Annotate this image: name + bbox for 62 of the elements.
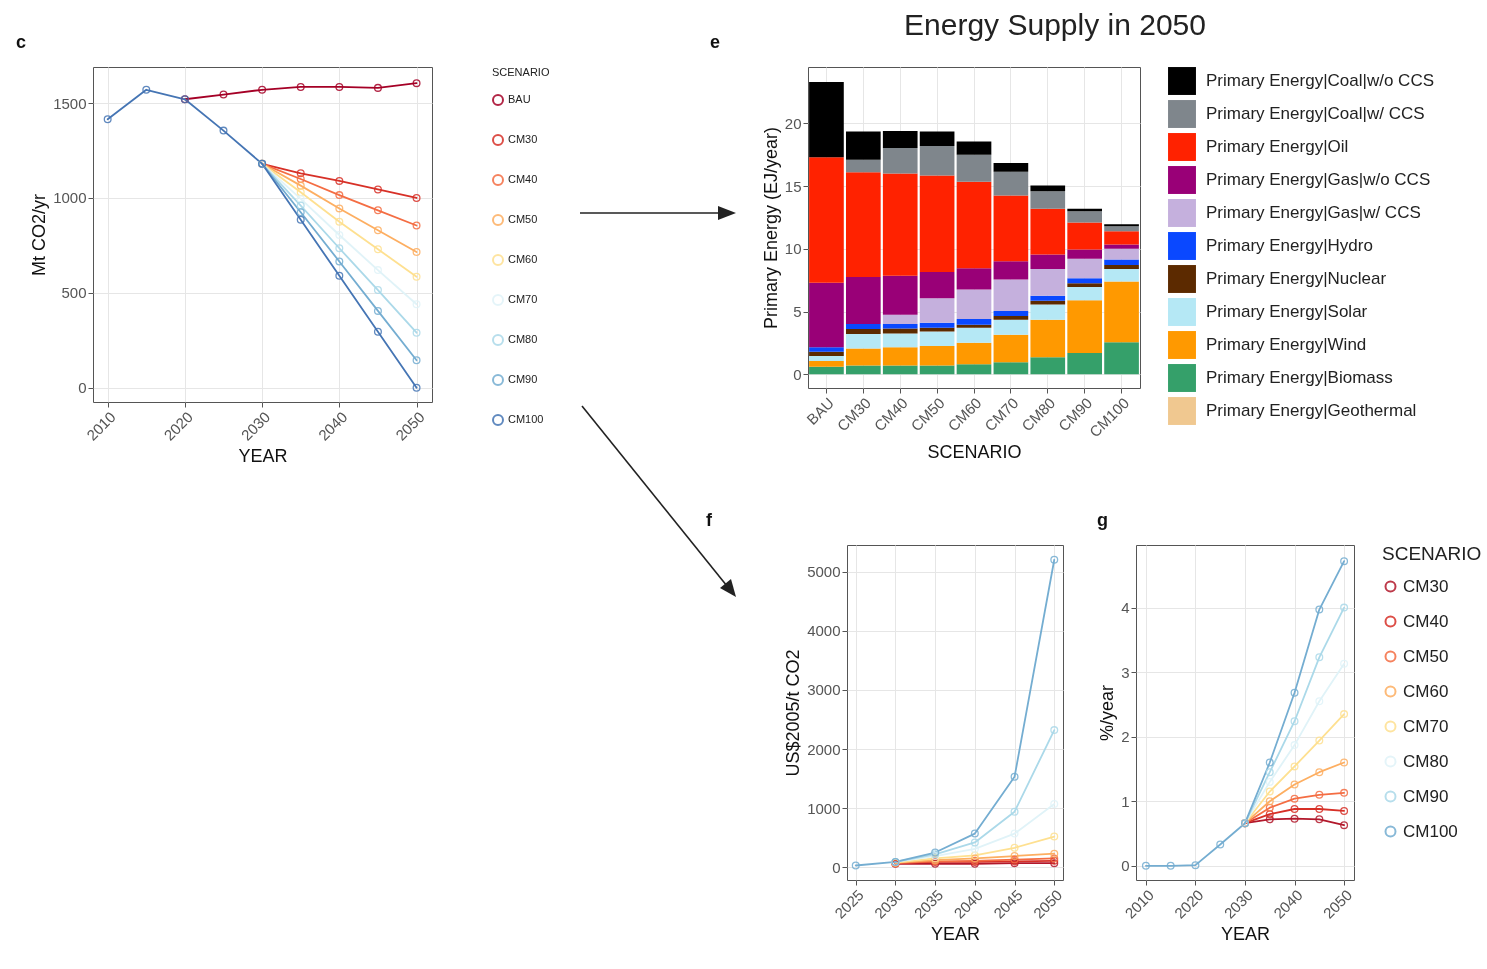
legend-label: CM50 bbox=[1403, 646, 1449, 666]
y-tick-label: 10 bbox=[784, 240, 802, 258]
y-tick-label: 1000 bbox=[807, 799, 841, 817]
y-tick-label: 3 bbox=[1121, 663, 1130, 681]
legend-label: Primary Energy|Coal|w/o CCS bbox=[1206, 71, 1435, 90]
legend-label: CM100 bbox=[1403, 821, 1458, 841]
y-tick-label: 3000 bbox=[807, 681, 841, 699]
y-tick-label: 0 bbox=[78, 379, 87, 397]
y-axis-title: Mt CO2/yr bbox=[29, 193, 50, 277]
text: g bbox=[1097, 510, 1108, 531]
legend-label: Primary Energy|Gas|w/o CCS bbox=[1206, 170, 1431, 189]
y-tick-label: 4 bbox=[1121, 599, 1130, 617]
y-axis-title: US$2005/t CO2 bbox=[783, 649, 804, 777]
legend-label: CM30 bbox=[1403, 576, 1449, 596]
y-tick-label: 0 bbox=[793, 365, 802, 383]
legend-label: CM60 bbox=[1403, 681, 1449, 701]
x-axis-title: YEAR bbox=[930, 923, 981, 944]
legend-label: CM80 bbox=[1403, 751, 1449, 771]
legend-label: CM40 bbox=[1403, 611, 1449, 631]
y-axis-title: Primary Energy (EJ/year) bbox=[760, 126, 781, 330]
y-tick-label: 5000 bbox=[807, 563, 841, 581]
y-tick-label: 2 bbox=[1121, 728, 1130, 746]
legend-title: SCENARIO bbox=[1382, 543, 1482, 564]
legend-label: CM90 bbox=[1403, 786, 1449, 806]
chart-title: Energy Supply in 2050 bbox=[904, 8, 1206, 41]
legend-label: Primary Energy|Biomass bbox=[1206, 368, 1393, 387]
y-tick-label: 20 bbox=[784, 114, 802, 132]
legend-label: Primary Energy|Coal|w/ CCS bbox=[1206, 104, 1425, 123]
legend-label: Primary Energy|Geothermal bbox=[1206, 401, 1417, 420]
legend-label: CM40 bbox=[508, 173, 538, 185]
y-tick-label: 15 bbox=[784, 177, 802, 195]
y-tick-label: 1500 bbox=[53, 94, 87, 112]
legend-label: Primary Energy|Hydro bbox=[1206, 236, 1373, 255]
y-axis-title: %/year bbox=[1097, 684, 1118, 742]
legend-label: Primary Energy|Solar bbox=[1206, 302, 1368, 321]
y-tick-label: 4000 bbox=[807, 622, 841, 640]
legend-label: CM70 bbox=[1403, 716, 1449, 736]
legend-label: CM30 bbox=[508, 133, 538, 145]
legend-label: CM80 bbox=[508, 333, 538, 345]
legend-label: CM60 bbox=[508, 253, 538, 265]
legend-label: CM50 bbox=[508, 213, 538, 225]
x-axis-title: YEAR bbox=[1220, 923, 1271, 944]
legend-label: CM90 bbox=[508, 373, 538, 385]
x-axis-title: SCENARIO bbox=[927, 442, 1022, 463]
y-tick-label: 1000 bbox=[53, 189, 87, 207]
y-tick-label: 0 bbox=[832, 858, 841, 876]
y-tick-label: 500 bbox=[61, 284, 87, 302]
text: e bbox=[710, 32, 721, 53]
legend-label: Primary Energy|Gas|w/ CCS bbox=[1206, 203, 1421, 222]
y-tick-label: 2000 bbox=[807, 740, 841, 758]
x-axis-title: YEAR bbox=[238, 445, 288, 466]
legend-label: Primary Energy|Wind bbox=[1206, 335, 1367, 354]
text: f bbox=[706, 510, 712, 531]
legend-label: CM70 bbox=[508, 293, 538, 305]
text: c bbox=[16, 32, 27, 53]
y-tick-label: 1 bbox=[1121, 792, 1130, 810]
y-tick-label: 5 bbox=[793, 303, 802, 321]
legend-label: Primary Energy|Nuclear bbox=[1206, 269, 1387, 288]
legend-label: BAU bbox=[508, 93, 531, 105]
y-tick-label: 0 bbox=[1121, 857, 1130, 875]
legend-title: SCENARIO bbox=[492, 66, 550, 78]
legend-label: Primary Energy|Oil bbox=[1206, 137, 1349, 156]
